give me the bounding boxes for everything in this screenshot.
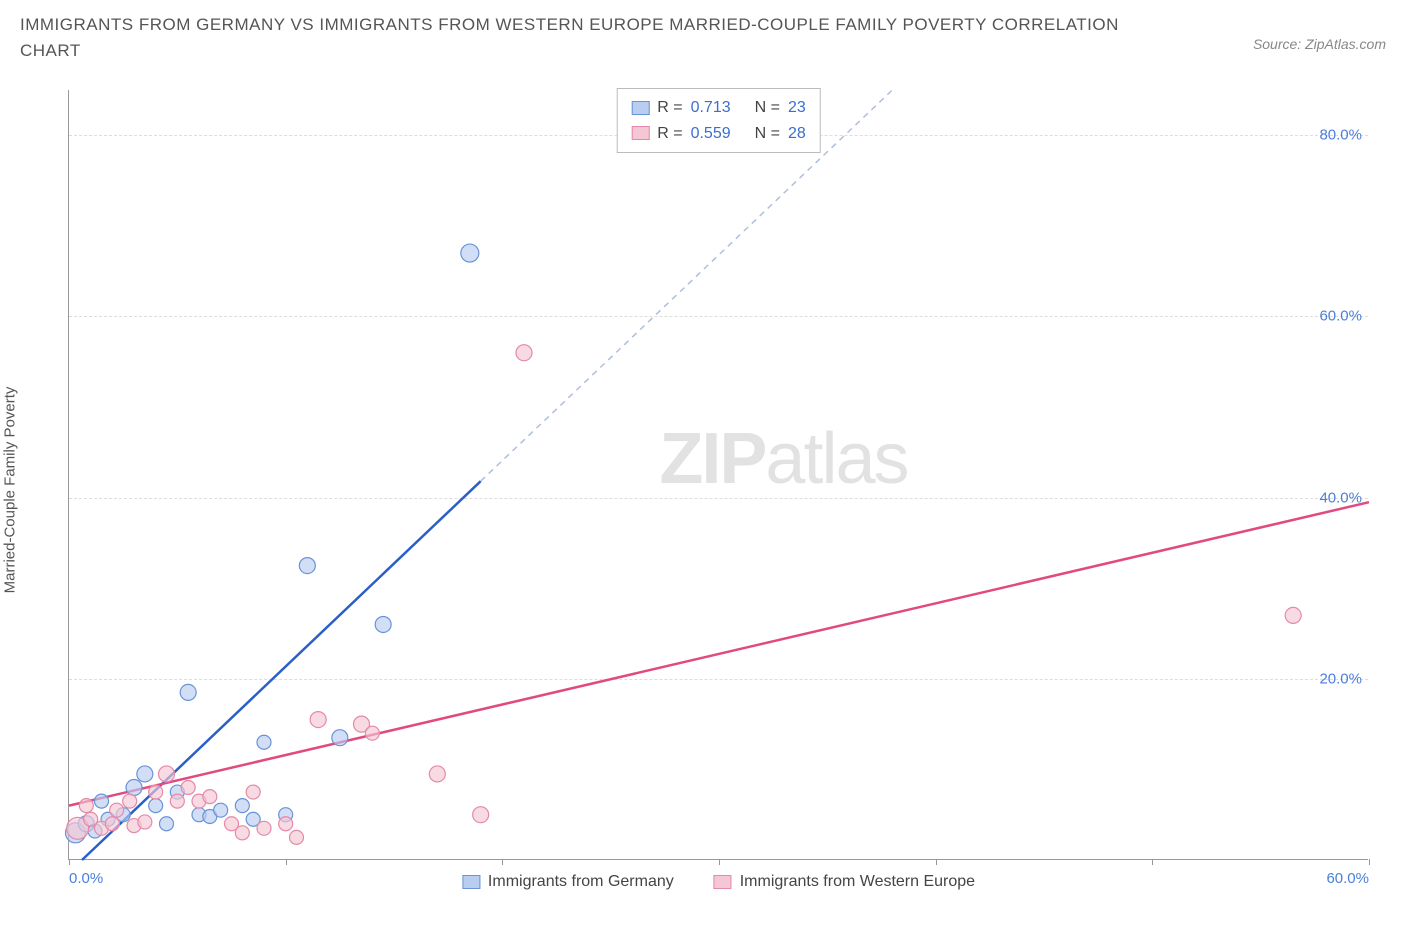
r-label: R = — [657, 121, 682, 147]
stats-box: R = 0.713 N = 23 R = 0.559 N = 28 — [616, 88, 821, 153]
n-label: N = — [755, 121, 780, 147]
legend: Immigrants from Germany Immigrants from … — [462, 873, 975, 891]
n-value: 28 — [788, 121, 806, 147]
plot-area: ZIPatlas R = 0.713 N = 23 R = 0.559 N = … — [68, 90, 1368, 860]
legend-label: Immigrants from Germany — [488, 873, 674, 891]
stats-swatch-western-europe — [631, 126, 649, 140]
y-axis-label: Married-Couple Family Poverty — [2, 387, 19, 594]
x-tick-label: 0.0% — [69, 870, 103, 887]
n-value: 23 — [788, 95, 806, 121]
legend-swatch-western-europe — [714, 875, 732, 889]
r-value: 0.559 — [691, 121, 731, 147]
y-tick-label: 40.0% — [1319, 489, 1362, 506]
source-attribution: Source: ZipAtlas.com — [1253, 36, 1386, 52]
y-tick-label: 20.0% — [1319, 670, 1362, 687]
y-tick-label: 60.0% — [1319, 308, 1362, 325]
y-tick-label: 80.0% — [1319, 127, 1362, 144]
legend-swatch-germany — [462, 875, 480, 889]
legend-label: Immigrants from Western Europe — [740, 873, 975, 891]
stats-swatch-germany — [631, 101, 649, 115]
legend-item-western-europe: Immigrants from Western Europe — [714, 873, 975, 891]
chart-container: Married-Couple Family Poverty ZIPatlas R… — [20, 80, 1386, 900]
x-tick-label: 60.0% — [1326, 870, 1369, 887]
stats-row-germany: R = 0.713 N = 23 — [631, 95, 806, 121]
scatter-plot-svg — [69, 90, 1368, 859]
title-bar: IMMIGRANTS FROM GERMANY VS IMMIGRANTS FR… — [0, 0, 1406, 67]
n-label: N = — [755, 95, 780, 121]
r-value: 0.713 — [691, 95, 731, 121]
stats-row-western-europe: R = 0.559 N = 28 — [631, 121, 806, 147]
chart-title: IMMIGRANTS FROM GERMANY VS IMMIGRANTS FR… — [20, 12, 1120, 63]
legend-item-germany: Immigrants from Germany — [462, 873, 674, 891]
r-label: R = — [657, 95, 682, 121]
